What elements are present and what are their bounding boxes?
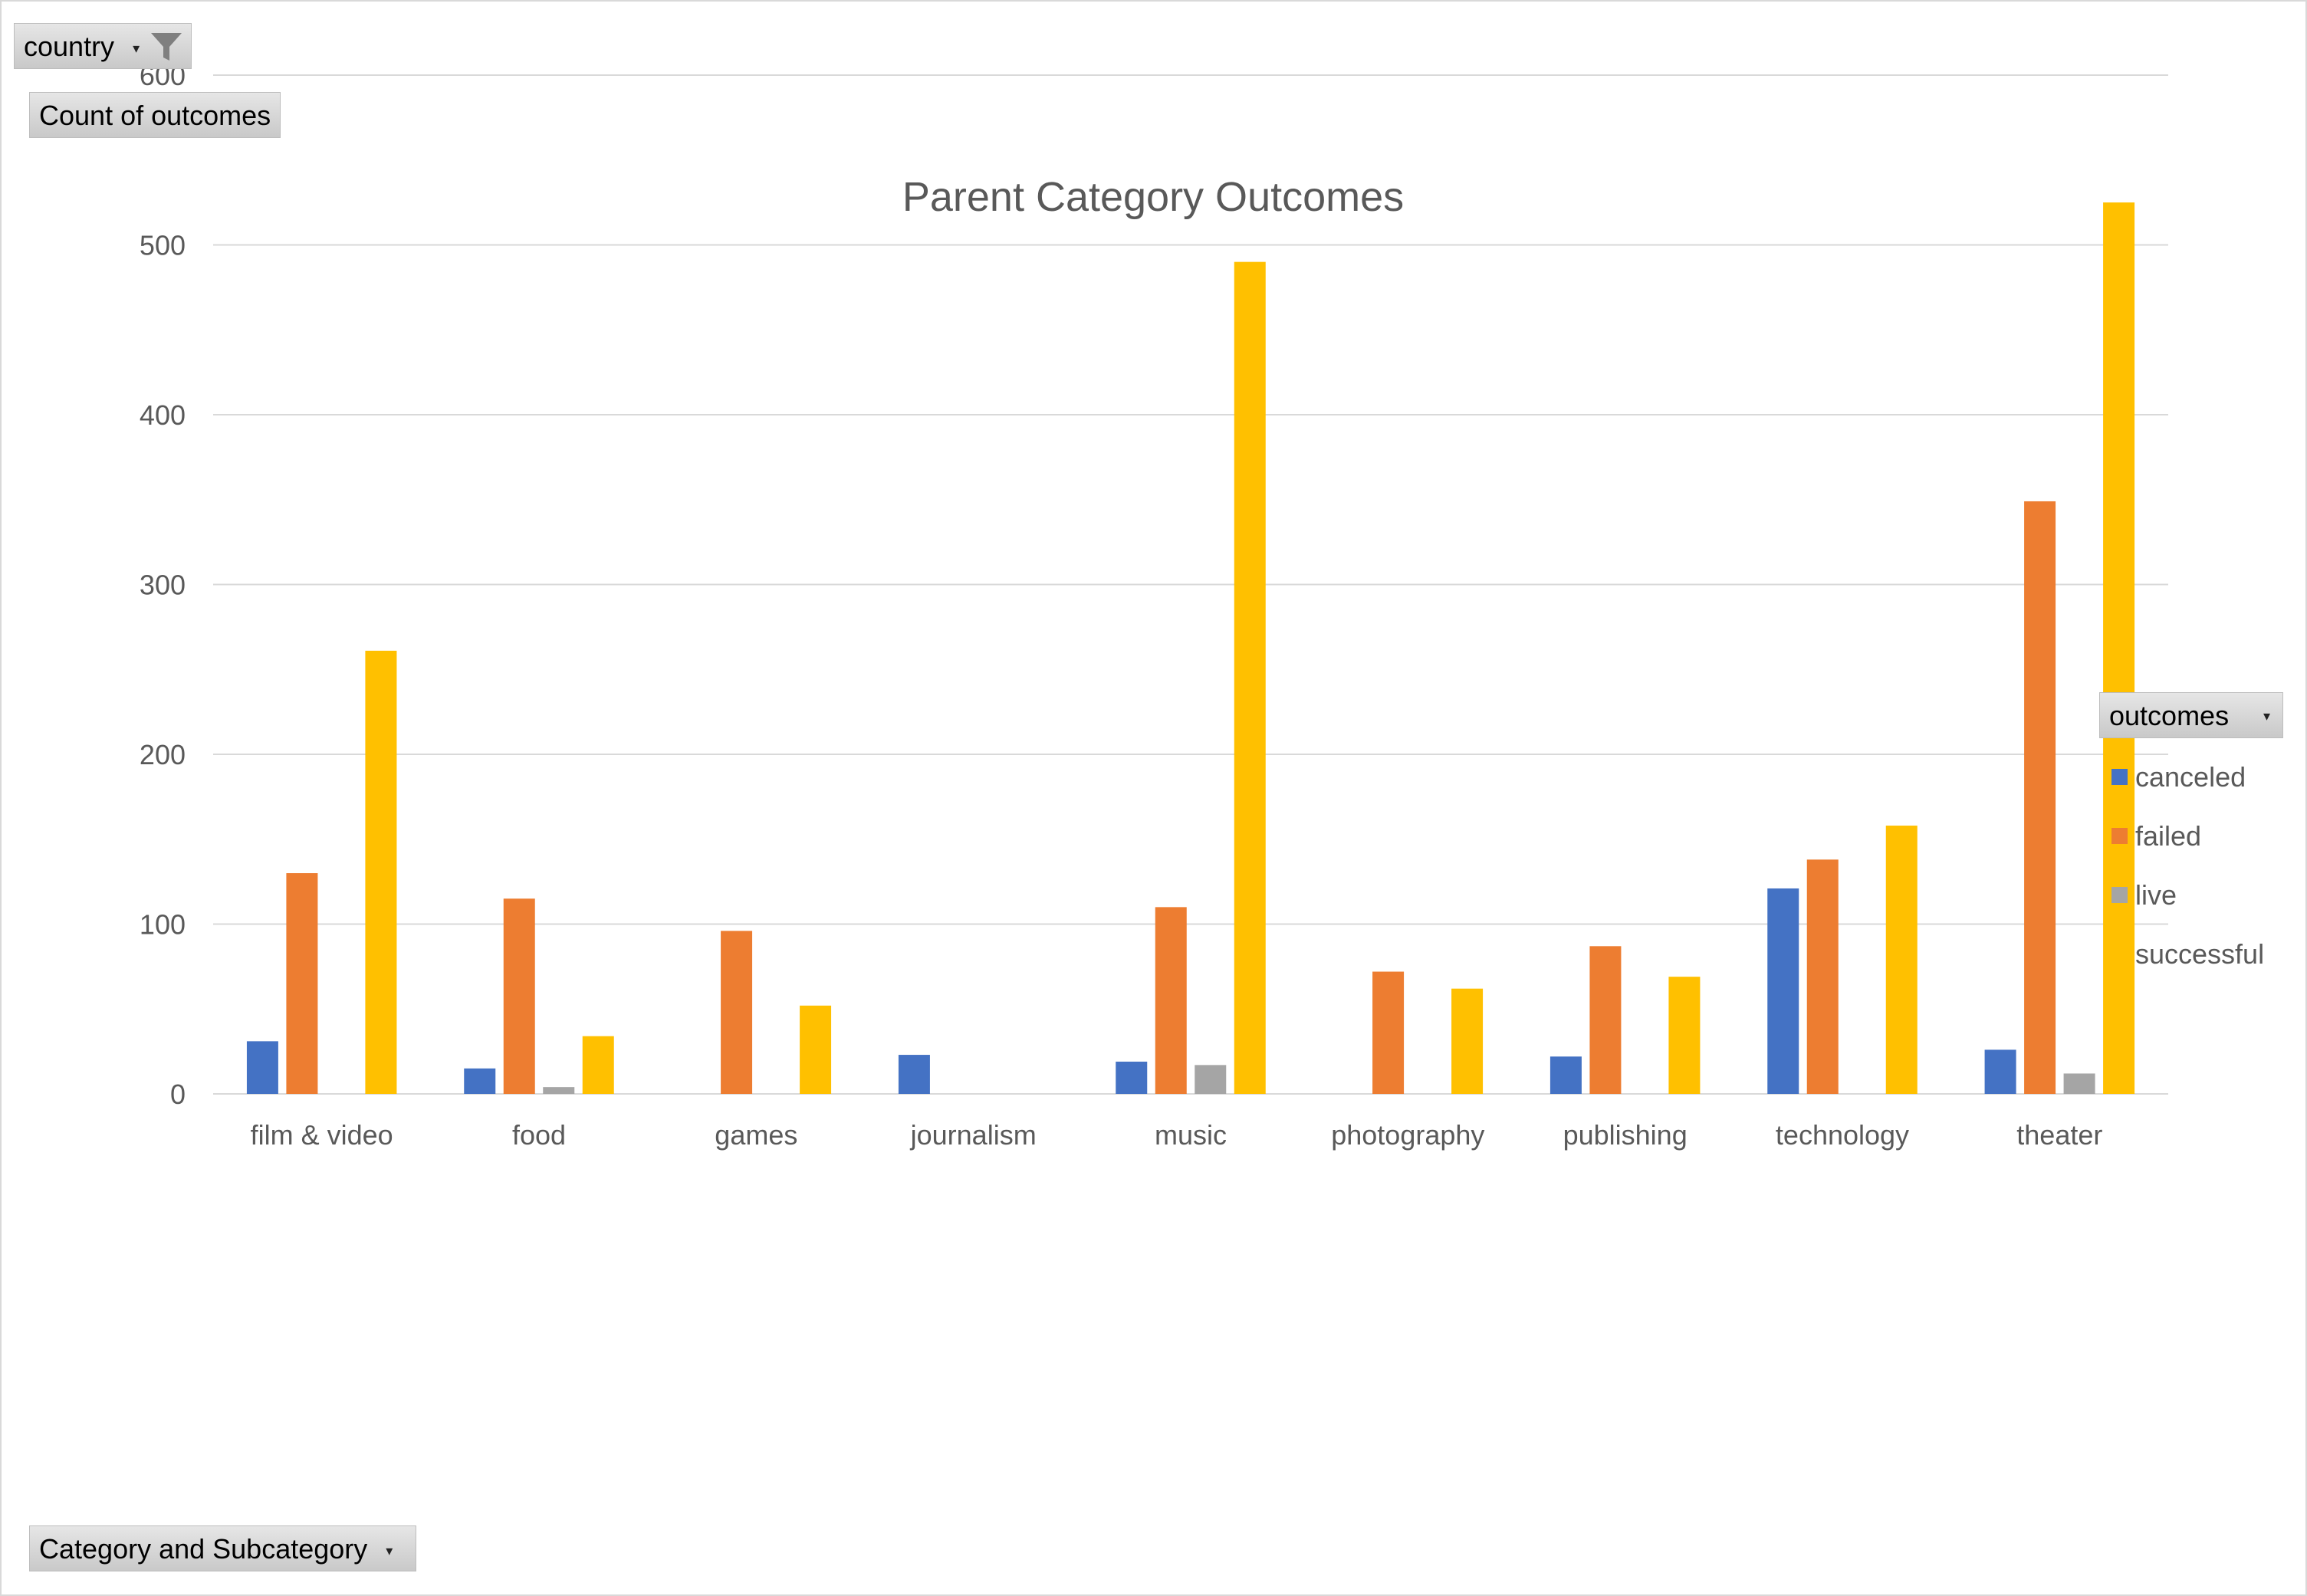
bar-failed[interactable]: [503, 898, 535, 1094]
bar-successful[interactable]: [365, 650, 397, 1094]
bar-failed[interactable]: [1372, 971, 1405, 1094]
legend-item-live[interactable]: live: [2111, 865, 2264, 924]
country-filter-button[interactable]: country ▾: [14, 23, 192, 69]
values-field-label: Count of outcomes: [39, 100, 271, 131]
bar-canceled[interactable]: [1984, 1049, 2016, 1094]
bar-failed[interactable]: [2024, 501, 2056, 1094]
bar-failed[interactable]: [1589, 946, 1622, 1094]
chart-legend: canceled failed live successful: [2111, 747, 2264, 984]
legend-label-canceled: canceled: [2135, 760, 2246, 793]
x-tick-label: theater: [2016, 1119, 2102, 1151]
legend-item-canceled[interactable]: canceled: [2111, 747, 2264, 806]
bar-successful[interactable]: [1234, 261, 1266, 1094]
axis-field-button[interactable]: Category and Subcategory ▾: [29, 1525, 416, 1571]
bar-successful[interactable]: [582, 1036, 614, 1094]
bar-canceled[interactable]: [246, 1041, 278, 1094]
bar-successful[interactable]: [1668, 977, 1701, 1094]
gridlines: [213, 74, 2168, 1095]
x-tick-label: music: [1155, 1119, 1227, 1151]
legend-field-label: outcomes: [2109, 700, 2230, 731]
legend-item-failed[interactable]: failed: [2111, 806, 2264, 865]
bar-canceled[interactable]: [464, 1068, 496, 1094]
y-tick-label: 200: [140, 739, 186, 770]
bars: [246, 202, 2135, 1094]
bar-successful[interactable]: [1885, 826, 1918, 1094]
legend-label-successful: successful: [2135, 938, 2265, 970]
legend-swatch-canceled: [2111, 769, 2128, 785]
chevron-down-icon: ▾: [386, 1543, 393, 1559]
funnel-filter-icon: [151, 33, 182, 61]
y-tick-label: 500: [140, 230, 186, 261]
axis-field-label: Category and Subcategory: [39, 1533, 368, 1565]
bar-canceled[interactable]: [1767, 888, 1799, 1094]
legend-label-live: live: [2135, 878, 2177, 911]
bar-live[interactable]: [543, 1087, 575, 1094]
legend-item-successful[interactable]: successful: [2111, 924, 2264, 984]
x-tick-label: photography: [1331, 1119, 1484, 1151]
x-tick-label: food: [512, 1119, 566, 1151]
bar-failed[interactable]: [1155, 907, 1187, 1094]
bar-live[interactable]: [2063, 1073, 2095, 1094]
y-tick-label: 0: [170, 1079, 186, 1110]
legend-swatch-live: [2111, 887, 2128, 903]
y-tick-label: 300: [140, 570, 186, 601]
legend-swatch-failed: [2111, 828, 2128, 844]
y-tick-label: 400: [140, 399, 186, 431]
bar-live[interactable]: [1195, 1065, 1227, 1094]
bar-failed[interactable]: [286, 873, 318, 1094]
values-field-button[interactable]: Count of outcomes: [29, 92, 281, 138]
x-tick-label: technology: [1776, 1119, 1909, 1151]
x-axis-ticks: film & video food games journalism music phot…: [251, 1119, 2103, 1151]
bar-failed[interactable]: [721, 931, 753, 1094]
bar-canceled[interactable]: [1550, 1056, 1582, 1094]
y-tick-label: 100: [140, 909, 186, 941]
x-tick-label: publishing: [1563, 1119, 1688, 1151]
legend-field-button[interactable]: outcomes ▾: [2099, 692, 2283, 738]
x-tick-label: film & video: [251, 1119, 393, 1151]
bar-successful[interactable]: [800, 1005, 832, 1094]
bar-canceled[interactable]: [898, 1055, 930, 1094]
bar-canceled[interactable]: [1116, 1061, 1148, 1094]
bar-successful[interactable]: [1451, 988, 1484, 1094]
x-tick-label: games: [715, 1119, 797, 1151]
bar-failed[interactable]: [1806, 859, 1839, 1094]
country-filter-label: country: [24, 31, 115, 62]
chevron-down-icon: ▾: [133, 41, 140, 57]
bar-successful[interactable]: [2103, 202, 2135, 1094]
chart-title: Parent Category Outcomes: [902, 174, 1404, 220]
legend-swatch-successful: [2111, 946, 2128, 962]
x-tick-label: journalism: [910, 1119, 1037, 1151]
chevron-down-icon: ▾: [2263, 708, 2270, 724]
legend-label-failed: failed: [2135, 819, 2202, 852]
